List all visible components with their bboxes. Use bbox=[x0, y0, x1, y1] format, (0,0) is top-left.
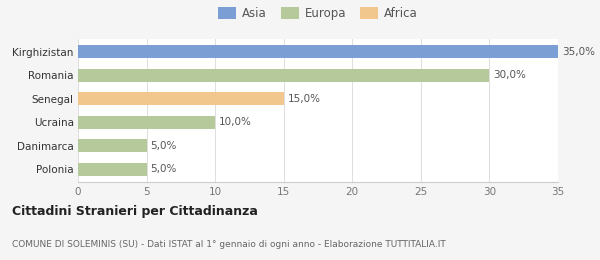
Bar bbox=[78, 46, 558, 58]
Text: Cittadini Stranieri per Cittadinanza: Cittadini Stranieri per Cittadinanza bbox=[12, 205, 258, 218]
Bar bbox=[78, 139, 146, 152]
Text: 10,0%: 10,0% bbox=[219, 117, 252, 127]
Legend: Asia, Europa, Africa: Asia, Europa, Africa bbox=[214, 2, 422, 24]
Text: 5,0%: 5,0% bbox=[151, 141, 177, 151]
Bar bbox=[78, 69, 490, 82]
Bar bbox=[78, 162, 146, 176]
Text: 35,0%: 35,0% bbox=[562, 47, 595, 57]
Bar bbox=[78, 92, 284, 105]
Text: COMUNE DI SOLEMINIS (SU) - Dati ISTAT al 1° gennaio di ogni anno - Elaborazione : COMUNE DI SOLEMINIS (SU) - Dati ISTAT al… bbox=[12, 240, 446, 249]
Text: 30,0%: 30,0% bbox=[494, 70, 526, 80]
Bar bbox=[78, 116, 215, 129]
Text: 15,0%: 15,0% bbox=[288, 94, 321, 104]
Text: 5,0%: 5,0% bbox=[151, 164, 177, 174]
